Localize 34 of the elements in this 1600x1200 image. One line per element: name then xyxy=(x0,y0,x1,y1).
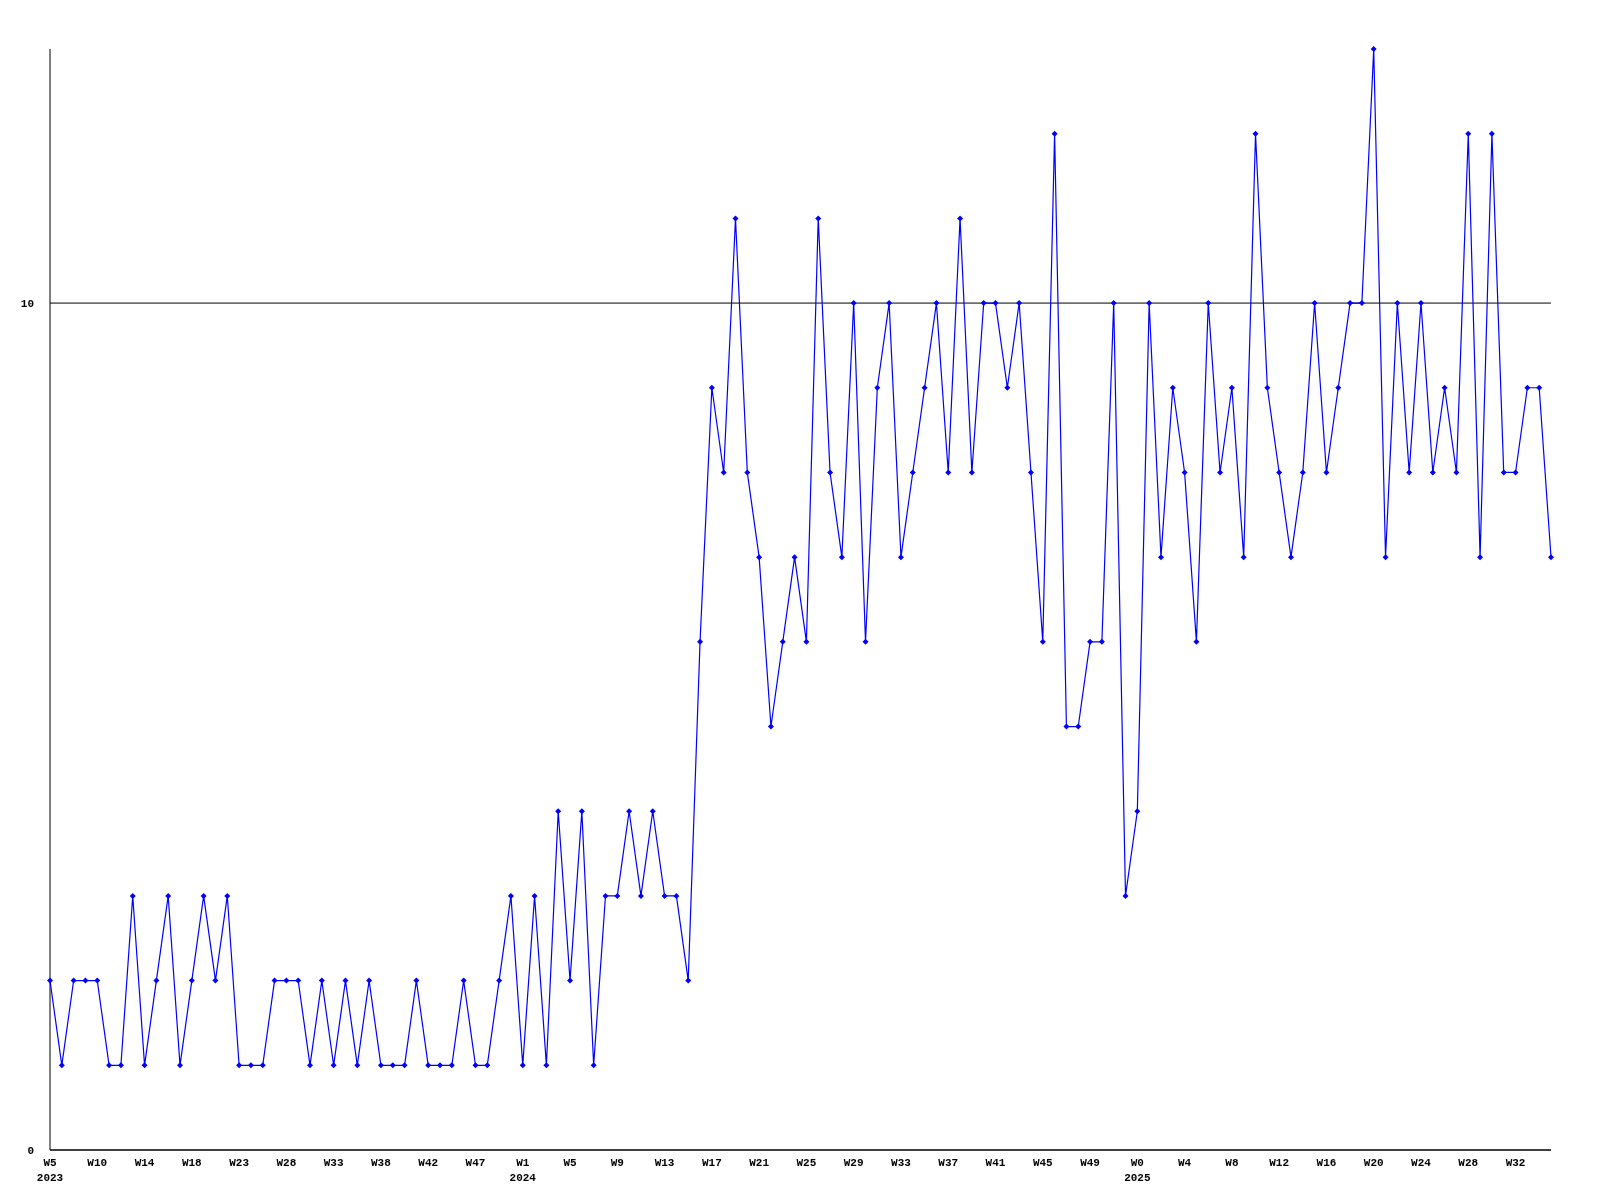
x-tick-label: W16 xyxy=(1316,1157,1337,1169)
x-tick-label: W5 xyxy=(563,1157,578,1169)
x-tick-label: W5 2023 xyxy=(36,1157,64,1184)
x-tick-label: W28 xyxy=(276,1157,297,1169)
x-tick-label: W33 xyxy=(891,1157,912,1169)
x-tick-label: W25 xyxy=(796,1157,817,1169)
y-tick-label: 10 xyxy=(20,297,34,310)
x-tick-label: W10 xyxy=(87,1157,108,1169)
x-tick-label: W18 xyxy=(181,1157,203,1169)
x-tick-label: W8 xyxy=(1225,1157,1239,1169)
x-tick-label: W38 xyxy=(371,1157,392,1169)
x-tick-label: W32 xyxy=(1505,1157,1526,1169)
x-tick-label: W47 xyxy=(465,1157,486,1169)
x-tick-label: W1 2024 xyxy=(509,1157,537,1184)
x-tick-label: W0 2025 xyxy=(1124,1157,1151,1184)
y-tick-label: 0 xyxy=(27,1144,34,1157)
x-tick-label: W20 xyxy=(1363,1157,1384,1169)
x-tick-label: W21 xyxy=(749,1157,770,1169)
x-tick-label: W37 xyxy=(938,1157,959,1169)
x-tick-label: W45 xyxy=(1032,1157,1054,1169)
x-tick-label: W23 xyxy=(229,1157,250,1169)
x-tick-label: W12 xyxy=(1269,1157,1290,1169)
x-tick-label: W28 xyxy=(1458,1157,1479,1169)
x-tick-label: W4 xyxy=(1178,1157,1192,1169)
x-tick-label: W14 xyxy=(134,1157,155,1169)
x-tick-label: W17 xyxy=(701,1157,722,1169)
x-tick-label: W9 xyxy=(610,1157,624,1169)
x-tick-label: W29 xyxy=(843,1157,864,1169)
x-tick-label: W49 xyxy=(1080,1157,1100,1169)
x-tick-label: W24 xyxy=(1411,1157,1432,1169)
x-tick-label: W42 xyxy=(418,1157,439,1169)
x-tick-label: W13 xyxy=(654,1157,675,1169)
x-tick-label: W41 xyxy=(985,1157,1006,1169)
x-tick-label: W33 xyxy=(323,1157,344,1169)
